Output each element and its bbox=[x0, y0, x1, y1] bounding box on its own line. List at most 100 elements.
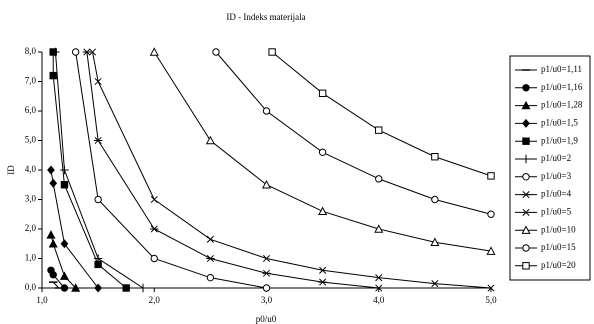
marker bbox=[319, 266, 327, 274]
legend-label: p1/u0=2 bbox=[541, 153, 571, 163]
marker bbox=[71, 48, 80, 56]
legend-marker bbox=[522, 244, 530, 252]
marker bbox=[318, 148, 327, 157]
y-tick-label: 8,0 bbox=[25, 46, 37, 56]
marker bbox=[93, 254, 103, 263]
marker bbox=[150, 225, 159, 233]
legend-marker bbox=[521, 225, 531, 234]
marker bbox=[375, 126, 383, 134]
legend-marker bbox=[522, 84, 530, 92]
legend-label: p1/u0=20 bbox=[541, 260, 576, 270]
series-line bbox=[50, 234, 77, 289]
marker bbox=[318, 278, 327, 286]
legend-marker bbox=[521, 100, 531, 110]
marker bbox=[262, 269, 271, 277]
marker bbox=[150, 254, 158, 263]
x-tick-label: 2,0 bbox=[149, 295, 161, 305]
marker bbox=[431, 195, 439, 204]
marker bbox=[212, 48, 220, 56]
legend-label: p1/u0=1,28 bbox=[541, 100, 583, 110]
series-line bbox=[54, 51, 144, 289]
y-tick-label: 5,0 bbox=[25, 135, 37, 145]
series-line bbox=[86, 51, 379, 289]
marker bbox=[374, 284, 383, 292]
marker bbox=[138, 283, 148, 293]
marker bbox=[262, 254, 271, 263]
legend-label: p1/u0=4 bbox=[541, 189, 572, 199]
series-line bbox=[215, 51, 492, 215]
marker bbox=[60, 181, 69, 189]
marker bbox=[49, 178, 58, 188]
marker bbox=[487, 284, 495, 292]
legend-label: p1/u0=3 bbox=[541, 171, 572, 181]
marker bbox=[431, 153, 439, 161]
marker bbox=[318, 89, 327, 97]
y-tick-label: 0,0 bbox=[25, 282, 37, 292]
series-line bbox=[92, 51, 492, 289]
marker bbox=[268, 48, 276, 56]
legend-marker bbox=[522, 137, 530, 145]
legend-label: p1/u0=15 bbox=[541, 242, 576, 252]
legend-label: p1/u0=1,16 bbox=[541, 82, 583, 92]
marker bbox=[93, 136, 103, 145]
marker bbox=[431, 280, 439, 288]
x-tick-label: 1,0 bbox=[36, 295, 48, 305]
series-line bbox=[75, 51, 267, 289]
marker bbox=[122, 284, 130, 292]
series-line bbox=[271, 51, 492, 177]
legend-label: p1/u0=1,9 bbox=[541, 135, 578, 145]
y-tick-label: 6,0 bbox=[25, 105, 37, 115]
marker bbox=[206, 273, 215, 282]
marker bbox=[487, 172, 495, 180]
x-tick-label: 3,0 bbox=[261, 295, 273, 305]
legend-marker bbox=[521, 191, 531, 199]
marker bbox=[49, 271, 57, 279]
marker bbox=[60, 239, 69, 249]
marker bbox=[262, 284, 271, 292]
marker bbox=[59, 271, 69, 280]
marker bbox=[88, 48, 97, 56]
legend-label: p1/u0=1,5 bbox=[541, 117, 578, 127]
x-tick-label: 4,0 bbox=[373, 295, 385, 305]
marker bbox=[486, 246, 496, 255]
x-axis-label: p0/u0 bbox=[256, 314, 277, 324]
marker bbox=[49, 71, 57, 80]
marker bbox=[149, 47, 159, 56]
marker bbox=[60, 284, 69, 292]
marker bbox=[51, 47, 60, 57]
marker bbox=[262, 107, 271, 115]
legend-label: p1/u0=10 bbox=[541, 224, 576, 234]
marker bbox=[206, 235, 214, 243]
legend-marker bbox=[522, 208, 530, 216]
legend-marker bbox=[522, 262, 530, 270]
legend-marker bbox=[522, 173, 530, 181]
marker bbox=[94, 195, 102, 204]
marker bbox=[318, 206, 328, 215]
marker bbox=[374, 224, 384, 233]
marker bbox=[94, 77, 102, 86]
marker bbox=[82, 48, 92, 56]
marker bbox=[46, 230, 56, 239]
y-tick-label: 7,0 bbox=[25, 76, 37, 86]
marker bbox=[261, 179, 272, 189]
y-tick-label: 4,0 bbox=[25, 164, 37, 174]
series-line bbox=[50, 169, 99, 289]
marker bbox=[375, 274, 383, 282]
marker bbox=[48, 238, 58, 248]
marker bbox=[47, 165, 55, 175]
marker bbox=[206, 254, 215, 263]
legend-label: p1/u0=1,11 bbox=[541, 64, 582, 74]
y-tick-label: 2,0 bbox=[25, 223, 37, 233]
marker bbox=[71, 283, 81, 292]
marker bbox=[487, 210, 495, 218]
marker bbox=[375, 175, 383, 183]
marker bbox=[94, 283, 102, 293]
marker bbox=[430, 237, 440, 246]
legend-label: p1/u0=5 bbox=[541, 206, 572, 216]
y-tick-label: 1,0 bbox=[25, 253, 37, 263]
x-tick-label: 5,0 bbox=[485, 295, 497, 305]
chart-title: ID - Indeks materijala bbox=[226, 12, 305, 22]
marker bbox=[150, 195, 158, 204]
y-axis-label: ID bbox=[6, 165, 16, 175]
